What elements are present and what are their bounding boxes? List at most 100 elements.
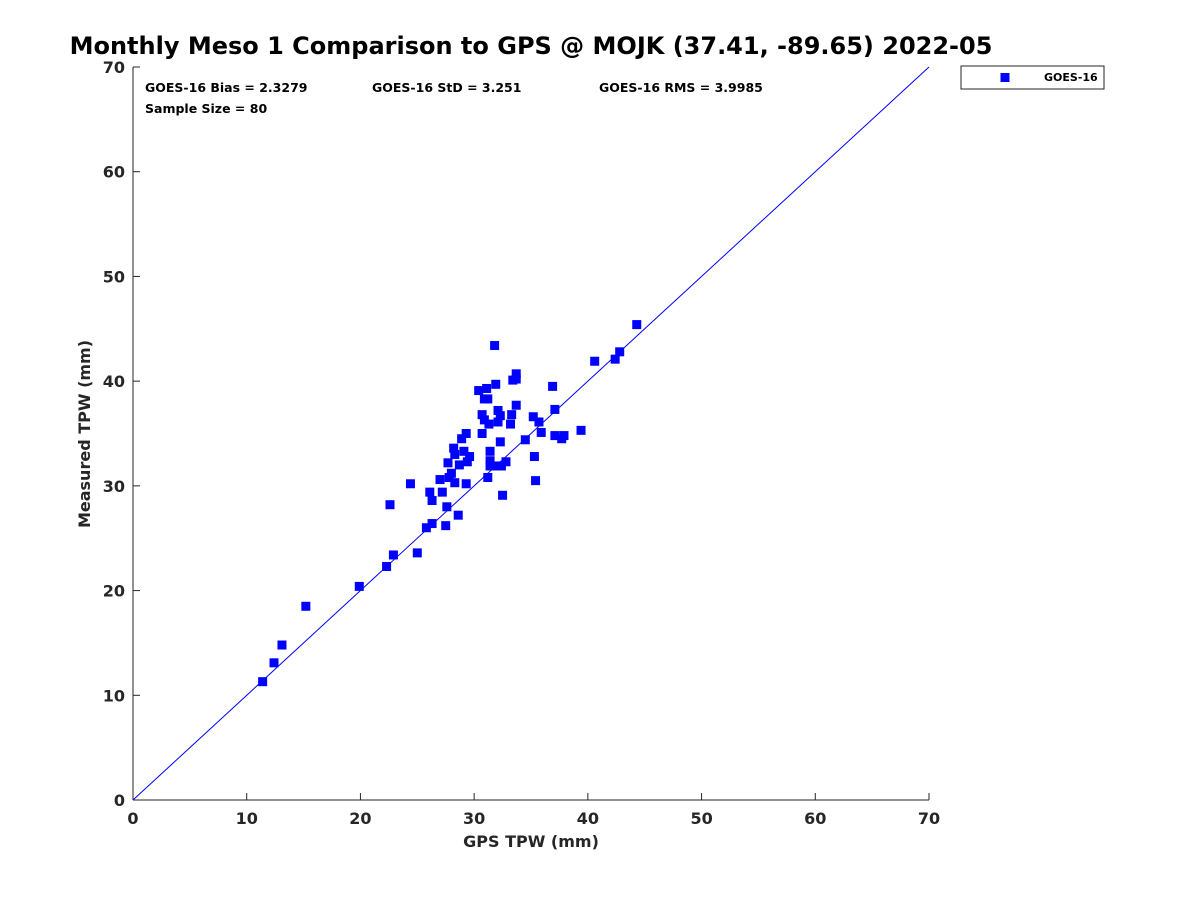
x-tick-label: 40 (577, 809, 599, 828)
data-point (531, 476, 541, 486)
data-point (441, 521, 451, 531)
data-point (388, 550, 398, 560)
data-point (457, 434, 467, 444)
data-point (450, 449, 460, 459)
x-tick-label: 30 (463, 809, 485, 828)
data-point (462, 457, 472, 467)
data-point (453, 510, 463, 520)
y-tick-label: 50 (103, 267, 125, 286)
data-point (501, 457, 511, 467)
data-point (405, 479, 415, 489)
data-point (461, 429, 471, 438)
data-point (382, 561, 392, 571)
y-tick-label: 70 (103, 58, 125, 77)
legend-label: GOES-16 (1044, 71, 1098, 84)
data-point (496, 461, 506, 471)
data-point (559, 431, 569, 441)
y-tick-label: 0 (114, 791, 125, 810)
data-point (507, 410, 517, 420)
stat-bias: GOES-16 Bias = 2.3279 (145, 80, 307, 95)
data-point (495, 437, 505, 447)
x-tick-label: 0 (127, 809, 138, 828)
data-point (437, 487, 447, 497)
data-point (491, 379, 501, 389)
chart-title: Monthly Meso 1 Comparison to GPS @ MOJK … (70, 32, 993, 60)
data-point (412, 548, 422, 558)
data-point (520, 435, 530, 445)
data-point (385, 500, 395, 510)
data-point (511, 400, 521, 410)
data-point (632, 320, 642, 330)
y-tick-label: 20 (103, 582, 125, 601)
data-point (446, 468, 456, 478)
data-point (550, 404, 560, 414)
plot-area: 0 10 20 30 40 50 60 70 0 10 20 30 40 50 60 70 (103, 58, 940, 828)
data-point (269, 658, 279, 668)
data-point (425, 487, 435, 497)
data-point (277, 640, 287, 650)
data-point (590, 356, 600, 366)
legend: GOES-16 (960, 65, 1105, 90)
data-point (495, 411, 505, 421)
data-point (493, 405, 503, 415)
x-ticks: 0 10 20 30 40 50 60 70 (127, 793, 940, 828)
stat-rms: GOES-16 RMS = 3.9985 (599, 80, 763, 95)
x-tick-label: 60 (804, 809, 826, 828)
data-point (610, 354, 620, 364)
legend-box (960, 65, 1105, 90)
data-point (461, 479, 471, 489)
data-point (443, 458, 453, 468)
data-point (483, 472, 493, 482)
data-point (477, 410, 487, 420)
data-point (258, 677, 268, 687)
data-point (534, 417, 544, 427)
data-point (485, 456, 495, 466)
stat-std: GOES-16 StD = 3.251 (372, 80, 521, 95)
y-tick-label: 10 (103, 686, 125, 705)
data-point (354, 581, 364, 591)
data-point (615, 347, 625, 357)
x-tick-label: 70 (918, 809, 940, 828)
data-point (528, 412, 538, 422)
data-point (498, 490, 508, 500)
stat-sample-size: Sample Size = 80 (145, 101, 267, 116)
data-point (511, 369, 521, 379)
y-tick-label: 60 (103, 163, 125, 182)
data-point (493, 417, 503, 427)
x-axis-label: GPS TPW (mm) (463, 832, 599, 851)
data-point (482, 383, 492, 393)
data-point (421, 523, 431, 533)
data-point (477, 429, 487, 438)
data-point (485, 461, 495, 471)
data-point (491, 461, 501, 471)
data-point (529, 452, 539, 462)
data-points (258, 320, 642, 687)
data-point (427, 519, 437, 529)
data-point (506, 419, 516, 429)
data-point (548, 381, 558, 391)
data-point (442, 502, 452, 512)
y-tick-label: 30 (103, 477, 125, 496)
data-point (576, 425, 586, 435)
data-point (484, 419, 494, 429)
data-point (450, 478, 460, 488)
data-point (474, 386, 484, 396)
data-point (449, 443, 459, 453)
x-tick-label: 20 (349, 809, 371, 828)
data-point (301, 601, 311, 611)
y-ticks: 0 10 20 30 40 50 60 70 (103, 58, 140, 810)
data-point (479, 415, 489, 425)
x-tick-label: 50 (690, 809, 712, 828)
stats-box: GOES-16 Bias = 2.3279 GOES-16 StD = 3.25… (145, 80, 763, 116)
data-point (483, 394, 493, 404)
legend-marker (1000, 73, 1010, 82)
data-point (465, 452, 475, 462)
data-point (550, 431, 560, 441)
y-tick-label: 40 (103, 372, 125, 391)
x-tick-label: 10 (236, 809, 258, 828)
data-point (454, 460, 464, 470)
data-point (490, 341, 500, 351)
data-point (485, 446, 495, 456)
